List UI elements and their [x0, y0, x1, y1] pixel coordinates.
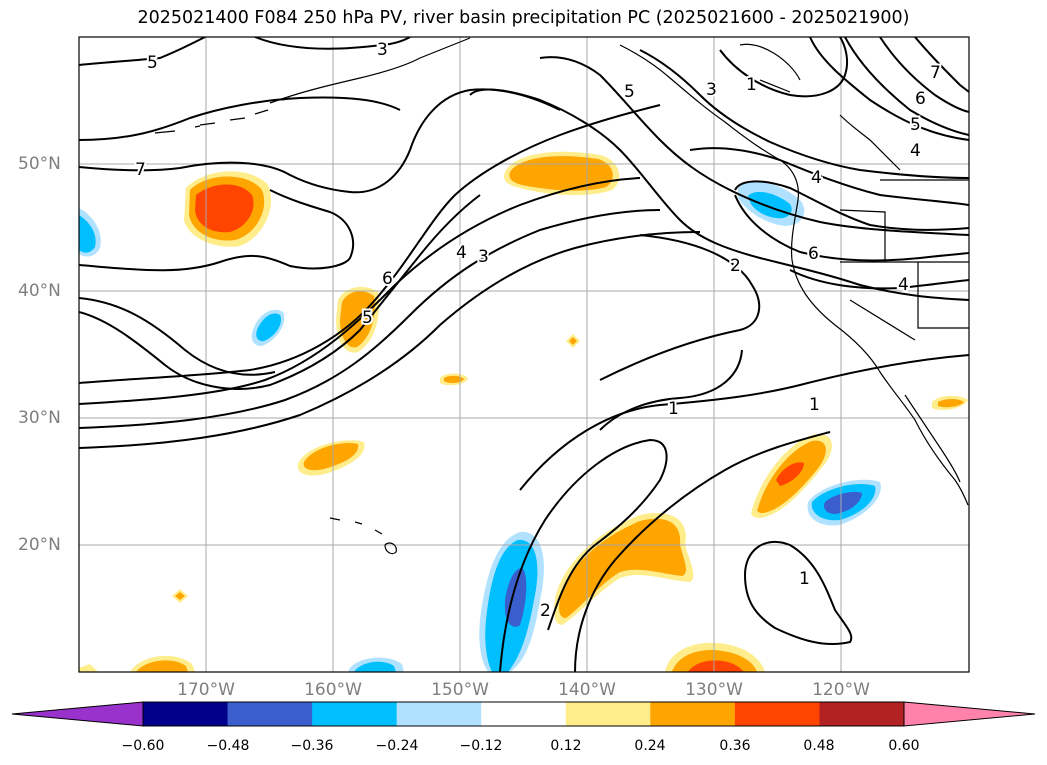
lat-label-40n: 40°N — [18, 281, 61, 301]
contour-label: 3 — [377, 40, 388, 60]
contour-label: 3 — [478, 247, 489, 267]
contour-label: 2 — [730, 256, 741, 276]
contour-label: 6 — [808, 244, 819, 264]
contour-label: 1 — [799, 569, 810, 589]
map-frame — [78, 36, 970, 673]
colorbar-segment — [227, 702, 313, 726]
colorbar-tick: 0.12 — [550, 738, 582, 754]
contour-label: 4 — [811, 168, 822, 188]
contour-label: 2 — [540, 601, 551, 621]
colorbar-segment — [143, 702, 229, 726]
colorbar-tick: −0.36 — [290, 738, 334, 754]
lon-label-140w: 140°W — [558, 680, 616, 700]
colorbar-tick: −0.60 — [121, 738, 165, 754]
pv-contours — [79, 37, 969, 672]
contour-label: 5 — [624, 82, 635, 102]
colorbar-tick: 0.48 — [803, 738, 835, 754]
contour-label: 7 — [135, 160, 146, 180]
contour-label: 5 — [910, 115, 921, 135]
colorbar-tick: 0.60 — [888, 738, 920, 754]
contour-label: 7 — [930, 63, 941, 83]
lon-label-130w: 130°W — [685, 680, 743, 700]
colorbar-segment — [650, 702, 736, 726]
lon-label-160w: 160°W — [304, 680, 362, 700]
lat-label-20n: 20°N — [18, 535, 61, 555]
contour-label: 6 — [915, 89, 926, 109]
precip-anomaly-shading — [79, 151, 968, 672]
contour-label: 6 — [382, 269, 393, 289]
lat-label-50n: 50°N — [18, 154, 61, 174]
contour-label: 5 — [147, 53, 158, 73]
colorbar-extend-high — [903, 701, 1036, 727]
colorbar-tick: −0.12 — [459, 738, 503, 754]
colorbar-segment — [481, 702, 567, 726]
colorbar-tick: 0.36 — [719, 738, 751, 754]
lat-label-30n: 30°N — [18, 408, 61, 428]
neg-anomaly-blue — [79, 215, 96, 253]
contour-label: 3 — [706, 80, 717, 100]
lon-label-150w: 150°W — [431, 680, 489, 700]
contour-labels: 5 3 5 3 1 7 6 5 4 4 7 6 2 6 4 4 3 5 1 1 … — [133, 38, 943, 623]
colorbar-segment — [565, 702, 651, 726]
lon-label-170w: 170°W — [177, 680, 235, 700]
colorbar-tick: 0.24 — [634, 738, 666, 754]
contour-label: 4 — [910, 141, 921, 161]
colorbar-segment — [312, 702, 398, 726]
contour-label: 5 — [362, 308, 373, 328]
contour-label: 1 — [809, 395, 820, 415]
colorbar-extend-low — [11, 701, 144, 727]
graticule — [79, 37, 969, 672]
contour-label: 1 — [746, 75, 757, 95]
map-title: 2025021400 F084 250 hPa PV, river basin … — [137, 8, 910, 28]
colorbar-tick: −0.48 — [206, 738, 250, 754]
colorbar-segment — [396, 702, 482, 726]
colorbar-segment — [734, 702, 820, 726]
colorbar-segment — [819, 702, 905, 726]
colorbar-tick: −0.24 — [375, 738, 419, 754]
pos-anomaly-red — [195, 184, 254, 233]
lon-label-120w: 120°W — [812, 680, 870, 700]
coastlines — [134, 37, 969, 555]
contour-label: 1 — [668, 399, 679, 419]
colorbar — [11, 701, 1036, 727]
contour-label: 4 — [898, 275, 909, 295]
contour-label: 4 — [456, 243, 467, 263]
